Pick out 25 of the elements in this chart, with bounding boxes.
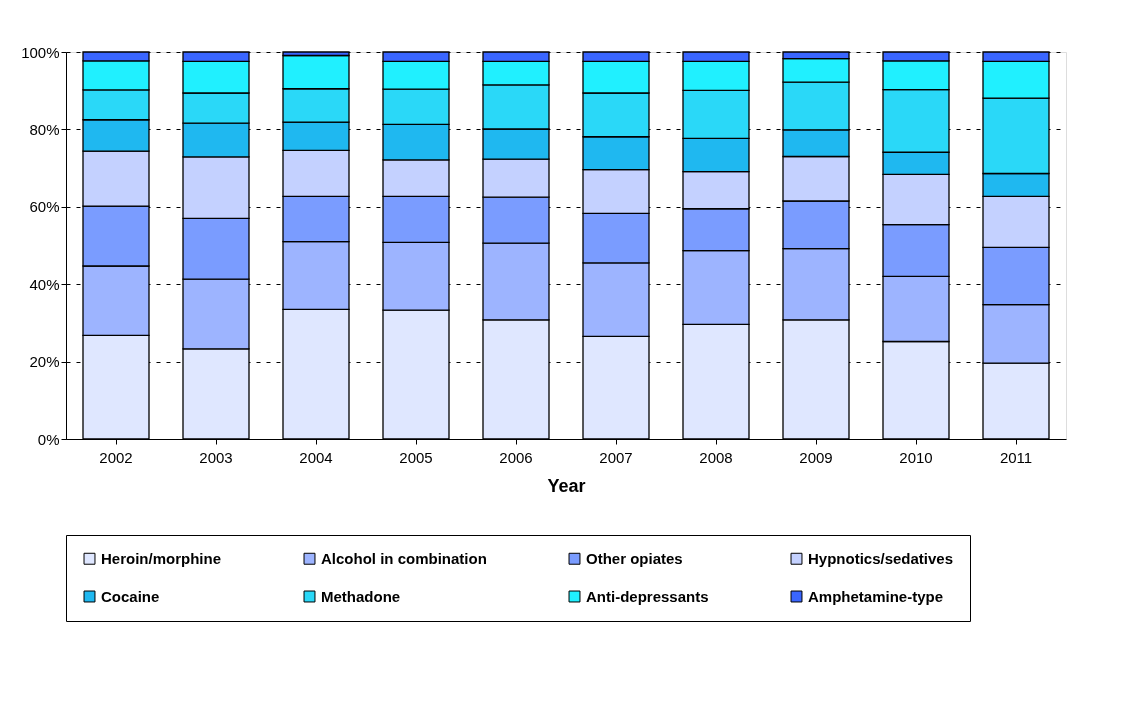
legend-label: Other opiates xyxy=(586,549,683,567)
y-tick-label: 20% xyxy=(29,353,60,371)
x-tick-label: 2007 xyxy=(599,448,633,466)
x-tick-label: 2008 xyxy=(699,448,733,466)
x-tick-label: 2010 xyxy=(899,448,933,466)
legend-label: Methadone xyxy=(321,587,401,605)
legend-label: Anti-depressants xyxy=(586,587,709,605)
legend-label: Hypnotics/sedatives xyxy=(808,549,954,567)
x-tick-label: 2004 xyxy=(299,448,333,466)
legend-label: Heroin/morphine xyxy=(101,549,222,567)
y-tick-label: 80% xyxy=(29,120,60,138)
y-tick-label: 100% xyxy=(21,43,60,61)
y-tick-label: 60% xyxy=(29,198,60,216)
x-tick-label: 2003 xyxy=(199,448,233,466)
legend-label: Alcohol in combination xyxy=(321,549,487,567)
y-tick-label: 40% xyxy=(29,275,60,293)
x-tick-label: 2009 xyxy=(799,448,833,466)
x-tick-label: 2005 xyxy=(399,448,433,466)
legend-label: Amphetamine-type xyxy=(808,587,944,605)
x-tick-label: 2006 xyxy=(499,448,533,466)
legend-label: Cocaine xyxy=(101,587,160,605)
x-tick-label: 2011 xyxy=(999,448,1033,466)
x-axis-title: Year xyxy=(547,475,586,496)
x-tick-label: 2002 xyxy=(99,448,133,466)
y-tick-label: 0% xyxy=(37,430,60,448)
